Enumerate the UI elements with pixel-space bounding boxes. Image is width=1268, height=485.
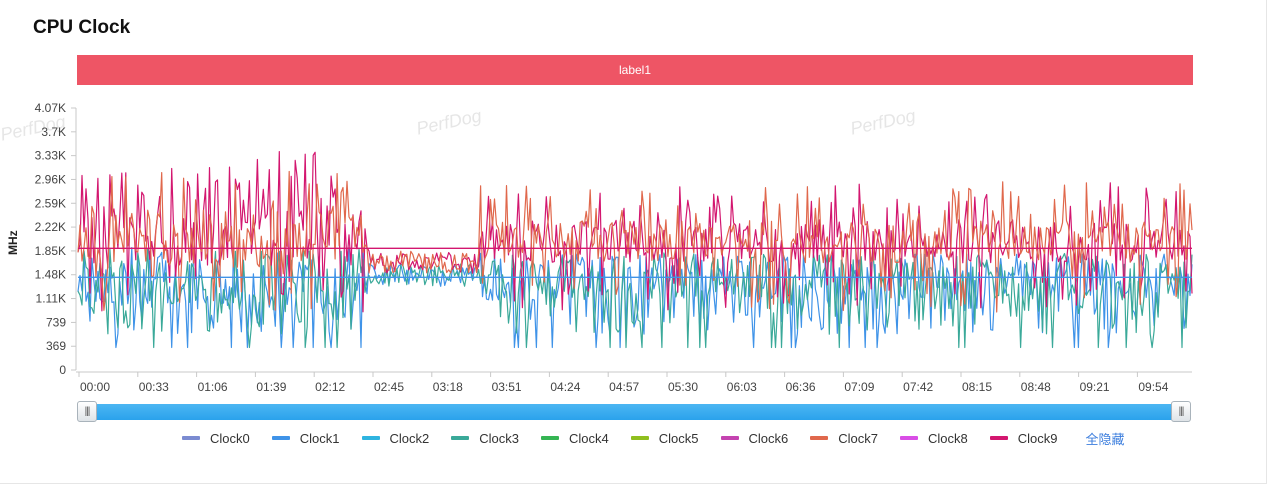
y-tick-label: 1.85K	[35, 244, 66, 258]
series-line-clock7	[77, 170, 1193, 313]
legend-item-clock7[interactable]: Clock7	[810, 431, 878, 446]
y-tick-label: 369	[46, 339, 66, 353]
legend-label: Clock0	[210, 430, 250, 446]
label-band[interactable]: label1	[77, 55, 1193, 85]
x-tick-label: 02:45	[374, 380, 404, 394]
time-range-slider[interactable]	[86, 404, 1180, 420]
x-tick-label: 08:15	[962, 380, 992, 394]
series-layer	[77, 151, 1193, 349]
x-tick-label: 03:51	[492, 380, 522, 394]
legend-swatch	[271, 436, 290, 440]
legend-label: Clock1	[299, 430, 340, 446]
x-tick-label: 07:09	[844, 380, 874, 394]
y-tick-label: 1.48K	[35, 268, 66, 282]
y-tick-label: 2.59K	[35, 196, 66, 210]
x-tick-label: 08:48	[1021, 380, 1051, 394]
legend-label: Clock8	[928, 430, 968, 446]
legend-label: Clock3	[479, 430, 519, 446]
legend-swatch	[989, 436, 1008, 440]
legend-item-clock8[interactable]: Clock8	[900, 431, 968, 446]
y-tick-label: 3.7K	[41, 125, 66, 139]
legend-item-clock9[interactable]: Clock9	[989, 430, 1058, 446]
x-tick-label: 06:36	[786, 380, 816, 394]
y-axis: 0 369 739 1.11K 1.48K 1.85K 2.22K 2.59K 2.96K 3.3…	[35, 101, 77, 377]
x-tick-label: 04:57	[609, 380, 639, 394]
legend-swatch	[720, 436, 739, 440]
legend-item-clock2[interactable]: Clock2	[361, 430, 430, 446]
x-tick-label: 09:21	[1080, 380, 1110, 394]
y-tick-label: 1.11K	[36, 292, 66, 306]
slider-start-handle[interactable]: |||	[77, 401, 97, 422]
slider-end-handle[interactable]: |||	[1171, 401, 1191, 422]
legend-swatch	[451, 436, 470, 440]
legend-item-clock1[interactable]: Clock1	[271, 430, 340, 446]
y-tick-label: 2.96K	[35, 172, 66, 186]
legend-swatch	[182, 436, 200, 440]
legend-swatch	[541, 436, 559, 440]
y-tick-label: 2.22K	[35, 220, 66, 234]
legend-item-clock3[interactable]: Clock3	[451, 431, 519, 446]
x-tick-label: 03:18	[433, 380, 463, 394]
y-tick-label: 4.07K	[35, 101, 66, 115]
legend-item-clock6[interactable]: Clock6	[720, 430, 789, 446]
legend-label: Clock9	[1017, 430, 1058, 446]
legend-item-clock5[interactable]: Clock5	[630, 430, 699, 446]
legend-swatch	[810, 436, 829, 440]
legend-item-clock0[interactable]: Clock0	[182, 431, 250, 446]
x-axis: 00:00 00:33 01:06 01:39 02:12 02:45 03:18 03:51…	[76, 371, 1192, 394]
legend-swatch	[630, 436, 649, 440]
hide-all-toggle[interactable]: 全隐藏	[1085, 431, 1125, 447]
legend-label: Clock5	[658, 430, 699, 446]
legend-swatch	[900, 436, 918, 440]
x-tick-label: 00:33	[139, 380, 169, 394]
chart-title: CPU Clock	[33, 17, 131, 38]
x-tick-label: 06:03	[727, 380, 757, 394]
legend-label: Clock6	[748, 430, 789, 446]
x-tick-label: 09:54	[1138, 380, 1168, 394]
y-tick-label: 739	[46, 315, 66, 329]
cpu-clock-plot[interactable]: 0 369 739 1.11K 1.48K 1.85K 2.22K 2.59K 2.96K 3.3…	[0, 0, 1268, 400]
x-tick-label: 00:00	[80, 380, 110, 394]
x-tick-label: 05:30	[668, 380, 698, 394]
legend-label: Clock4	[569, 430, 609, 446]
y-tick-label: 3.33K	[35, 149, 66, 163]
y-tick-label: 0	[59, 363, 66, 377]
legend-label: Clock7	[838, 430, 878, 446]
legend-label: Clock2	[389, 430, 430, 446]
x-tick-label: 01:06	[198, 380, 228, 394]
x-tick-label: 07:42	[903, 380, 933, 394]
x-tick-label: 02:12	[315, 380, 345, 394]
legend-swatch	[361, 436, 380, 440]
legend-item-clock4[interactable]: Clock4	[541, 431, 609, 446]
series-line-clock3	[77, 248, 1193, 349]
legend: Clock0 Clock1 Clock2 Clock3 Clock4 Clock5 Cloc…	[182, 429, 1125, 447]
x-tick-label: 01:39	[256, 380, 286, 394]
x-tick-label: 04:24	[550, 380, 580, 394]
